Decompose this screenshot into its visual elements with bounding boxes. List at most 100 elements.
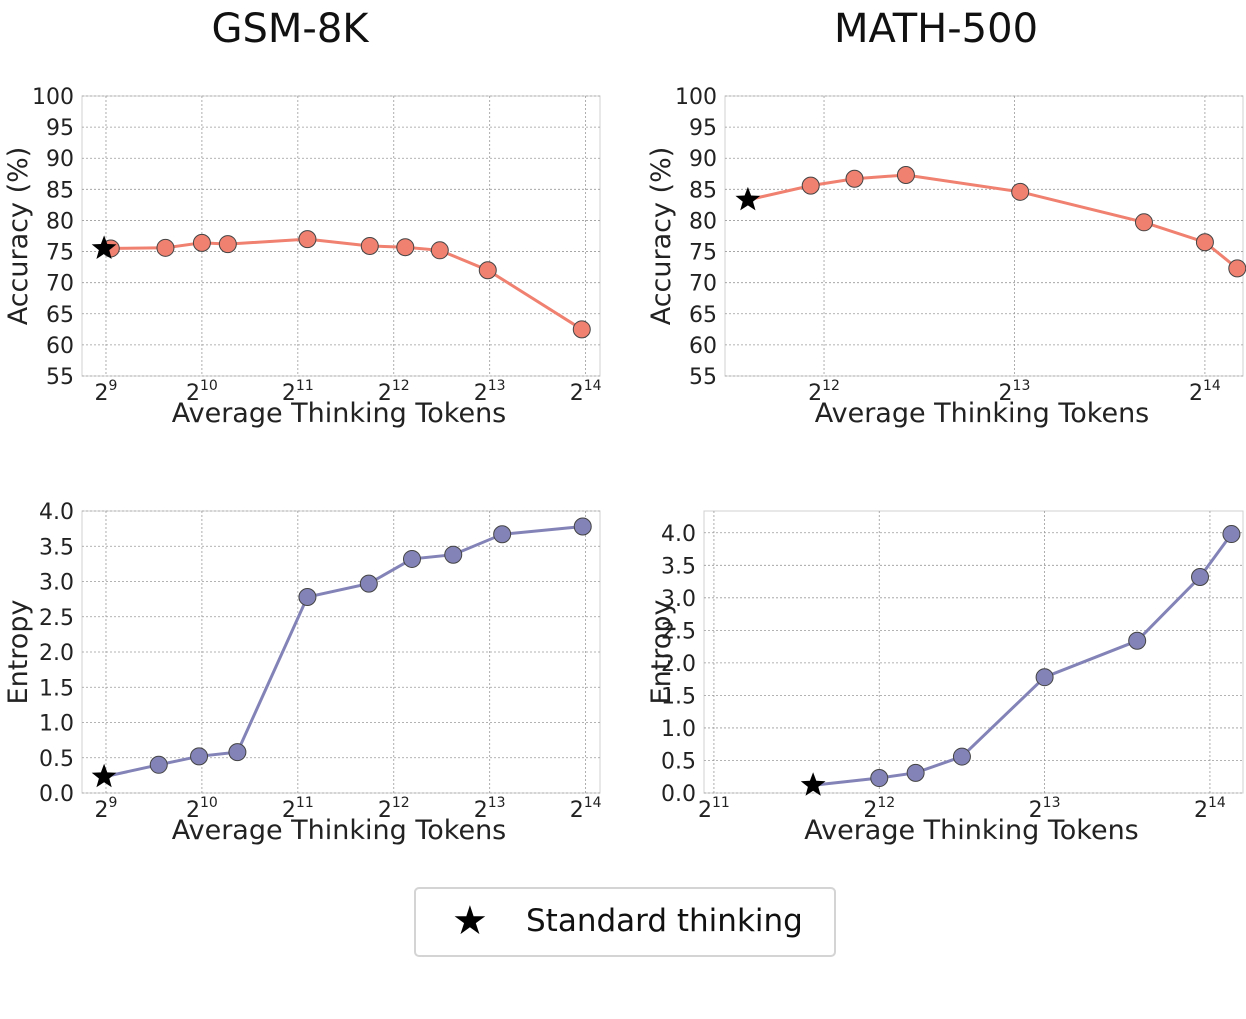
- data-point: [402, 549, 421, 568]
- data-point: [493, 525, 512, 544]
- x-tick-label: 214: [1194, 795, 1226, 823]
- x-tick-base: 2: [863, 798, 877, 823]
- x-tick-label: 210: [186, 378, 218, 406]
- y-tick-label: 85: [689, 178, 717, 203]
- x-tick-exponent: 9: [109, 795, 118, 811]
- x-tick-exponent: 12: [392, 378, 410, 394]
- y-tick-label: 3.0: [39, 571, 74, 596]
- data-point: [430, 241, 449, 260]
- panel-gsm8k-entropy: 0.00.51.01.52.02.53.03.54.029 210 211 212 21…: [3, 500, 602, 846]
- data-point: [801, 176, 820, 195]
- y-tick-label: 75: [46, 241, 74, 266]
- x-tick-base: 2: [474, 381, 488, 406]
- y-tick-label: 4.0: [661, 522, 696, 547]
- x-tick-base: 2: [999, 381, 1013, 406]
- x-tick-base: 2: [95, 381, 109, 406]
- x-tick-exponent: 14: [1203, 378, 1221, 394]
- series-line: [103, 525, 583, 779]
- data-point: [396, 238, 415, 257]
- x-tick-label: 214: [1189, 378, 1221, 406]
- y-tick-label: 100: [32, 85, 74, 110]
- y-tick-label: 3.0: [661, 587, 696, 612]
- x-tick-exponent: 11: [296, 378, 314, 394]
- x-tick-exponent: 13: [488, 378, 506, 394]
- x-tick-exponent: 14: [584, 795, 602, 811]
- x-tick-label: 210: [186, 795, 218, 823]
- data-point: [478, 261, 497, 280]
- x-tick-label: 212: [378, 795, 410, 823]
- data-point: [572, 320, 591, 339]
- data-point: [149, 755, 168, 774]
- y-tick-label: 4.0: [39, 500, 74, 525]
- y-tick-label: 0.5: [661, 749, 696, 774]
- y-tick-label: 3.5: [661, 554, 696, 579]
- data-point: [573, 517, 592, 536]
- x-tick-label: 212: [863, 795, 895, 823]
- y-axis-label: Entropy: [646, 600, 677, 705]
- x-tick-base: 2: [1189, 381, 1203, 406]
- data-point: [896, 166, 915, 185]
- x-tick-base: 2: [570, 798, 584, 823]
- x-tick-base: 2: [186, 798, 200, 823]
- data-point: [906, 763, 925, 782]
- x-tick-base: 2: [808, 381, 822, 406]
- x-tick-label: 213: [999, 378, 1031, 406]
- x-tick-label: 214: [570, 795, 602, 823]
- y-tick-label: 95: [46, 116, 74, 141]
- y-axis-label: Entropy: [3, 600, 34, 705]
- y-tick-label: 100: [675, 85, 717, 110]
- x-tick-label: 211: [282, 378, 314, 406]
- y-tick-label: 2.0: [39, 641, 74, 666]
- x-tick-exponent: 11: [296, 795, 314, 811]
- y-tick-label: 75: [689, 241, 717, 266]
- data-point: [952, 747, 971, 766]
- plot-frame: [724, 95, 1244, 377]
- x-tick-base: 2: [186, 381, 200, 406]
- x-tick-label: 29: [95, 378, 118, 406]
- data-point: [190, 747, 209, 766]
- x-tick-base: 2: [282, 798, 296, 823]
- x-tick-exponent: 13: [1043, 795, 1061, 811]
- y-tick-label: 55: [689, 365, 717, 390]
- y-tick-label: 0.0: [39, 782, 74, 807]
- x-tick-exponent: 14: [584, 378, 602, 394]
- data-point: [192, 233, 211, 252]
- plot-frame: [703, 510, 1244, 794]
- y-tick-label: 65: [689, 303, 717, 328]
- x-axis-label: Average Thinking Tokens: [172, 815, 507, 846]
- data-point: [1222, 525, 1241, 544]
- y-tick-label: 1.5: [661, 684, 696, 709]
- column-title-gsm8k: GSM-8K: [211, 6, 370, 52]
- data-point: [1128, 631, 1147, 650]
- x-tick-exponent: 12: [822, 378, 840, 394]
- x-tick-label: 211: [698, 795, 730, 823]
- data-point: [298, 588, 317, 607]
- x-tick-exponent: 12: [877, 795, 895, 811]
- data-point: [359, 574, 378, 593]
- x-tick-exponent: 12: [392, 795, 410, 811]
- y-tick-label: 70: [689, 272, 717, 297]
- y-tick-label: 65: [46, 303, 74, 328]
- y-tick-label: 1.0: [39, 712, 74, 737]
- data-point: [298, 230, 317, 249]
- y-axis-label: Accuracy (%): [646, 147, 677, 326]
- data-point: [360, 236, 379, 255]
- series-line: [812, 533, 1233, 787]
- data-point: [1228, 259, 1246, 278]
- data-point: [1134, 213, 1153, 232]
- standard-thinking-star: [800, 772, 826, 796]
- x-tick-exponent: 10: [200, 378, 218, 394]
- x-tick-exponent: 14: [1208, 795, 1226, 811]
- y-tick-label: 60: [689, 334, 717, 359]
- x-tick-exponent: 10: [200, 795, 218, 811]
- plot-frame: [81, 95, 601, 377]
- x-tick-exponent: 13: [488, 795, 506, 811]
- y-tick-label: 0.0: [661, 782, 696, 807]
- x-tick-label: 29: [95, 795, 118, 823]
- y-tick-label: 80: [46, 209, 74, 234]
- column-title-math500: MATH-500: [834, 6, 1038, 52]
